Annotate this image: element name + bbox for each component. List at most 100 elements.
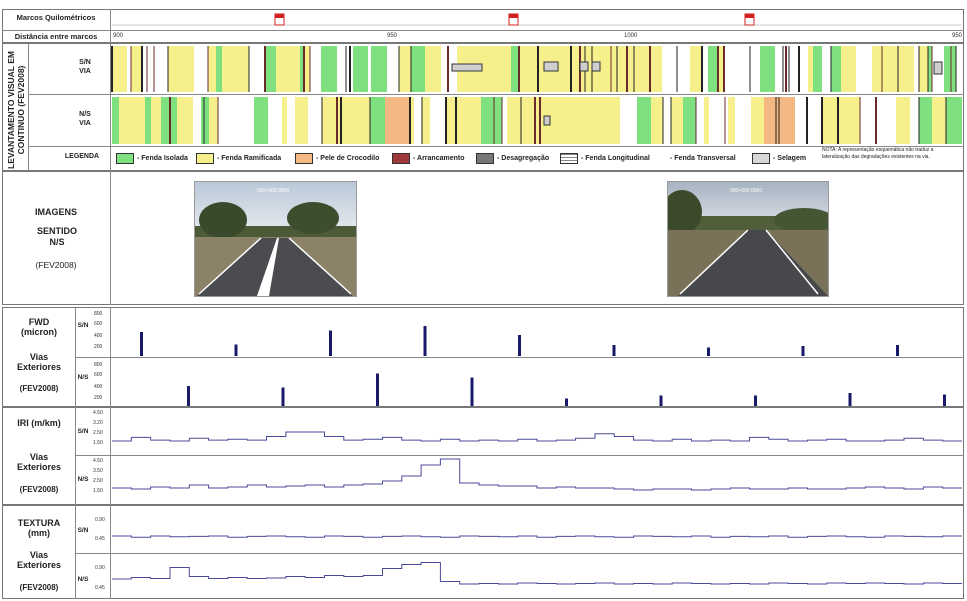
distress-segment bbox=[295, 97, 308, 144]
distress-segment bbox=[482, 46, 495, 92]
distress-strips bbox=[111, 46, 962, 144]
road-image: 000+000 0000 bbox=[195, 182, 356, 296]
distress-segment bbox=[617, 46, 627, 92]
sn-via-label: S/N VIA bbox=[79, 59, 91, 75]
legend-swatch bbox=[196, 152, 214, 164]
distress-segment bbox=[495, 46, 511, 92]
iri-sn-tick: 4.50 bbox=[93, 410, 103, 416]
distress-segment bbox=[718, 46, 724, 92]
fwd-ns-bar bbox=[470, 377, 474, 406]
distress-segment bbox=[663, 97, 671, 144]
iri-ns-label: N/S bbox=[77, 476, 89, 483]
distress-segment bbox=[456, 97, 466, 144]
iri-date: (FEV2008) bbox=[19, 485, 59, 494]
distress-segment bbox=[502, 97, 507, 144]
distress-segment bbox=[708, 46, 718, 92]
distress-segment bbox=[521, 97, 535, 144]
ns-via-label: N/S VIA bbox=[79, 111, 91, 127]
distress-segment bbox=[216, 46, 222, 92]
textura-ns-label: N/S bbox=[77, 576, 89, 583]
textura-col-divider bbox=[75, 505, 76, 599]
legend-swatch bbox=[560, 152, 578, 164]
distress-segment bbox=[300, 46, 304, 92]
distress-segment bbox=[286, 46, 300, 92]
distress-segment bbox=[237, 46, 249, 92]
distress-segment bbox=[956, 46, 962, 92]
distress-segment bbox=[346, 46, 350, 92]
distress-segment bbox=[872, 46, 882, 92]
distress-segment bbox=[177, 97, 193, 144]
iri-sn-label: S/N bbox=[77, 428, 89, 435]
distress-segment bbox=[507, 97, 512, 144]
distress-segment bbox=[322, 97, 337, 144]
distress-segment bbox=[571, 46, 580, 92]
distress-segment bbox=[183, 46, 194, 92]
distress-segment bbox=[494, 97, 502, 144]
distress-segment bbox=[634, 46, 650, 92]
marker-track bbox=[112, 13, 962, 26]
survey-col-divider bbox=[110, 43, 111, 171]
distress-segment bbox=[357, 97, 370, 144]
distress-segment bbox=[683, 97, 696, 144]
fwd-sn-bar bbox=[801, 346, 805, 356]
fwd-ns-label: N/S bbox=[77, 374, 89, 381]
distress-segment bbox=[910, 97, 919, 144]
iri-ns-tick: 2.50 bbox=[93, 478, 103, 484]
survey-row-divider bbox=[28, 146, 964, 147]
fwd-ns-bar bbox=[943, 394, 946, 406]
distress-segment bbox=[414, 97, 422, 144]
markers-label: Marcos Quilométricos bbox=[16, 13, 96, 22]
distress-segment bbox=[776, 97, 779, 144]
svg-text:000+000 0000: 000+000 0000 bbox=[257, 188, 289, 194]
distress-segment bbox=[944, 46, 951, 92]
distress-segment bbox=[650, 46, 662, 92]
road-photo-1: 000+000 0000 bbox=[194, 181, 357, 297]
iri-col-divider bbox=[110, 407, 111, 505]
distance-tick: 950 bbox=[952, 33, 963, 39]
distress-segment bbox=[786, 46, 789, 92]
distress-segment bbox=[607, 97, 620, 144]
distress-segment bbox=[620, 97, 627, 144]
distress-segment bbox=[512, 97, 518, 144]
iri-sn-tick: 2.50 bbox=[93, 430, 103, 436]
fwd-ns-bar bbox=[187, 386, 190, 406]
distress-segment bbox=[201, 97, 204, 144]
distress-segment bbox=[734, 46, 738, 92]
distress-segment bbox=[353, 46, 357, 92]
distress-segment bbox=[627, 46, 634, 92]
distress-segment bbox=[337, 97, 341, 144]
distress-segment bbox=[282, 97, 287, 144]
road-image: 000+000 0000 bbox=[668, 182, 828, 296]
textura-title: TEXTURA (mm) bbox=[17, 518, 61, 538]
legend-item: - Desagregação bbox=[476, 152, 549, 164]
distress-segment bbox=[696, 97, 704, 144]
distress-segment bbox=[249, 46, 265, 92]
textura-row-divider bbox=[75, 553, 964, 554]
distress-segment bbox=[218, 97, 233, 144]
distress-segment bbox=[565, 46, 571, 92]
distress-segment bbox=[535, 97, 540, 144]
distress-segment bbox=[474, 97, 481, 144]
distress-segment bbox=[876, 97, 885, 144]
images-direction: SENTIDO N/S bbox=[36, 226, 77, 247]
images-frame bbox=[2, 171, 964, 305]
legend-item: - Fenda Longitudinal bbox=[560, 152, 650, 164]
distress-segment bbox=[885, 97, 896, 144]
distress-segment bbox=[627, 97, 637, 144]
fwd-sn-bar bbox=[612, 345, 616, 356]
svg-text:000+000 0000: 000+000 0000 bbox=[730, 188, 762, 194]
iri-frame bbox=[2, 407, 964, 505]
distress-segment bbox=[283, 46, 286, 92]
iri-ns-tick: 1.50 bbox=[93, 488, 103, 494]
distress-segment bbox=[919, 97, 932, 144]
distress-segment bbox=[838, 97, 854, 144]
distress-segment bbox=[946, 97, 949, 144]
distress-segment bbox=[598, 97, 607, 144]
textura-sn-line bbox=[112, 535, 962, 538]
iri-ns-tick: 3.50 bbox=[93, 468, 103, 474]
distress-segment bbox=[919, 46, 928, 92]
legend-item: - Selagem bbox=[752, 152, 806, 164]
images-date: (FEV2008) bbox=[35, 260, 77, 270]
distress-segment bbox=[147, 46, 154, 92]
